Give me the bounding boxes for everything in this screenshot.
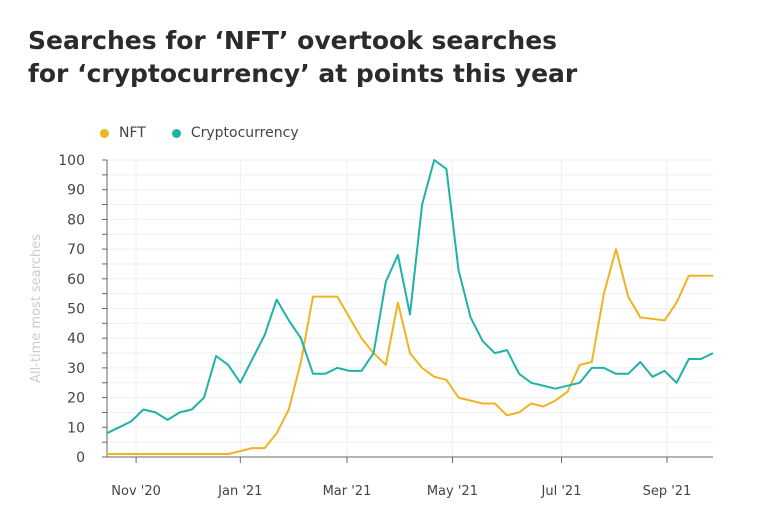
y-tick-label: 60: [67, 272, 85, 288]
legend-label-cryptocurrency: Cryptocurrency: [190, 125, 299, 141]
legend: NFT Cryptocurrency: [100, 125, 299, 141]
y-tick-label: 80: [67, 212, 85, 228]
series-line-nft: [107, 248, 713, 455]
x-tick-label: May '21: [427, 484, 478, 499]
x-tick-label: Jul '21: [541, 484, 582, 499]
legend-dot-cryptocurrency: [171, 128, 181, 138]
x-tick-label: Jan '21: [217, 484, 262, 499]
series-line-cryptocurrency: [106, 159, 714, 435]
x-tick-label: Nov '20: [111, 484, 161, 499]
legend-item-cryptocurrency[interactable]: Cryptocurrency: [171, 125, 299, 141]
x-tick-label: Sep '21: [643, 484, 692, 499]
legend-label-nft: NFT: [119, 125, 146, 141]
y-tick-label: 50: [67, 302, 85, 318]
y-tick-label: 20: [67, 391, 85, 407]
y-tick-label: 70: [67, 242, 85, 258]
y-tick-label: 10: [67, 420, 85, 436]
y-axis-label: All-time most searches: [29, 234, 44, 383]
legend-dot-nft: [100, 128, 109, 138]
legend-item-nft[interactable]: NFT: [100, 125, 146, 141]
y-tick-label: 40: [67, 331, 85, 347]
chart-title: Searches for ‘NFT’ overtook searches for…: [28, 26, 578, 88]
y-tick-label: 90: [67, 183, 85, 199]
x-tick-label: Mar '21: [323, 484, 372, 499]
y-tick-label: 100: [58, 153, 85, 169]
y-tick-label: 0: [76, 450, 85, 466]
y-tick-label: 30: [67, 361, 85, 377]
